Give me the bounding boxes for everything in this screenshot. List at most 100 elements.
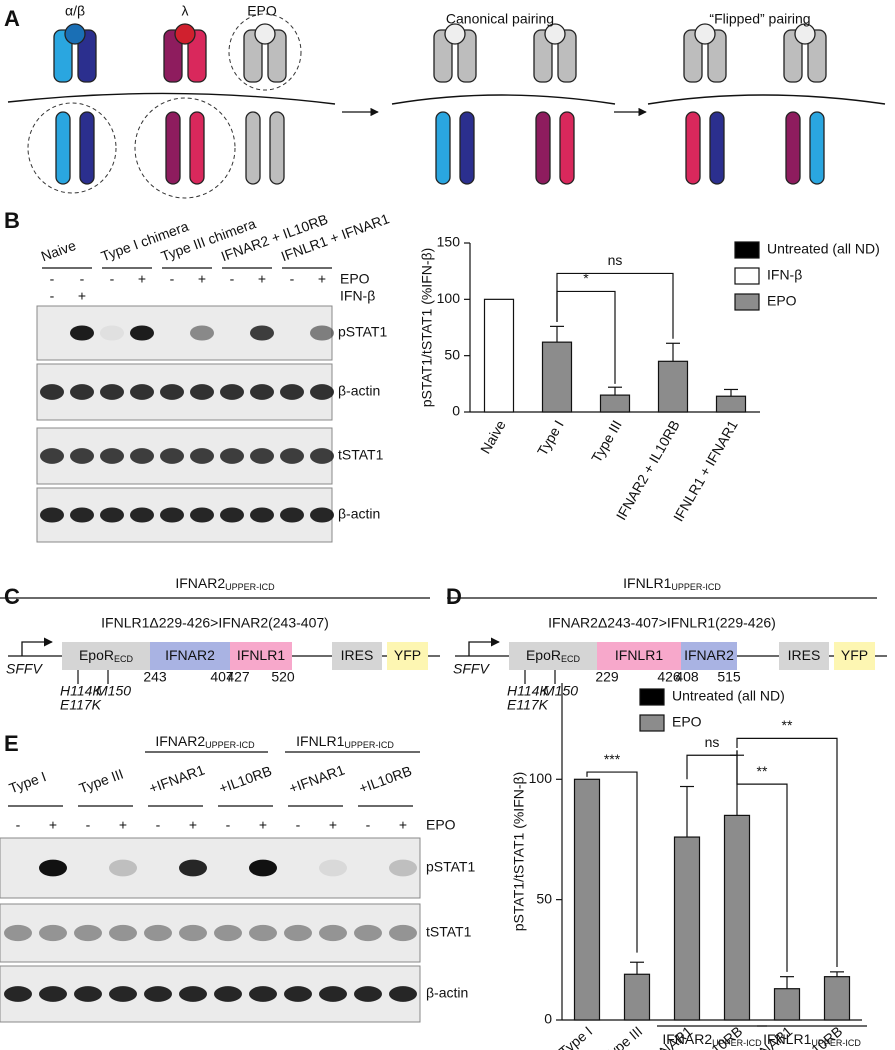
x-tick-label: IFNLR1 + IFNAR1	[670, 417, 741, 524]
treatment-mark: +	[399, 817, 407, 833]
receptor-domain	[435, 111, 451, 185]
promoter: SFFV	[6, 661, 43, 677]
promoter-arrow	[21, 637, 53, 656]
band	[130, 448, 154, 464]
significance-label: ns	[705, 734, 720, 750]
band	[310, 384, 334, 400]
x-tick-label: Type III	[588, 417, 625, 465]
receptor-domain	[55, 111, 71, 185]
receptor-domain	[243, 29, 263, 83]
band	[144, 986, 172, 1002]
band	[160, 448, 184, 464]
band	[70, 448, 94, 464]
domain-box	[150, 642, 230, 670]
band	[40, 448, 64, 464]
band	[190, 325, 214, 341]
significance-label: ***	[604, 751, 621, 767]
band	[109, 859, 137, 877]
bar	[723, 814, 751, 1021]
panel-label: C	[4, 584, 20, 609]
domain-label: IFNAR2	[165, 647, 215, 663]
receptor-domain	[433, 29, 453, 83]
bar	[823, 976, 851, 1021]
band	[74, 986, 102, 1002]
band	[214, 924, 242, 942]
band	[250, 448, 274, 464]
receptor-domain	[53, 29, 73, 83]
membrane	[391, 94, 616, 105]
domain-label: IRES	[788, 647, 821, 663]
treatment-mark: -	[80, 271, 85, 287]
y-tick-label: 0	[544, 1011, 552, 1027]
construct-name: IFNLR1Δ229-426>IFNAR2(243-407)	[101, 615, 329, 631]
receptor-domain	[707, 29, 727, 83]
membrane	[7, 92, 336, 105]
treatment-mark: +	[259, 817, 267, 833]
significance-label: ns	[608, 252, 623, 268]
highlight	[134, 97, 236, 199]
legend-label: IFN-β	[767, 267, 802, 283]
domain-label-main: EpoR	[526, 647, 561, 663]
ligand	[254, 23, 276, 45]
band	[190, 448, 214, 464]
treatment-label: EPO	[426, 817, 456, 833]
domain-label: YFP	[394, 647, 421, 663]
construct-title-sub: UPPER-ICD	[225, 582, 275, 592]
legend-label: Untreated (all ND)	[767, 241, 880, 257]
blot	[0, 903, 421, 963]
domain-label-main: YFP	[394, 647, 421, 663]
band	[74, 924, 102, 942]
domain-box	[230, 642, 292, 670]
group-header-sub: UPPER-ICD	[344, 740, 394, 750]
blot-label: tSTAT1	[426, 924, 472, 940]
domain-box	[834, 642, 875, 670]
construct-name: IFNAR2Δ243-407>IFNLR1(229-426)	[548, 615, 776, 631]
bar	[599, 394, 631, 413]
domain-box	[332, 642, 382, 670]
band	[310, 325, 334, 341]
group-header-main: IFNAR2	[155, 733, 205, 749]
treatment-label: IFN-β	[340, 288, 375, 304]
domain-label-main: IFNLR1	[615, 647, 663, 663]
legend-swatch	[734, 241, 760, 259]
category-group-sub: UPPER-ICD	[811, 1038, 861, 1048]
ligand-label: α/β	[65, 3, 85, 19]
band	[220, 384, 244, 400]
blot-label: tSTAT1	[338, 447, 384, 463]
domain-box	[62, 642, 150, 670]
band	[144, 924, 172, 942]
treatment-mark: +	[119, 817, 127, 833]
bar	[483, 298, 515, 413]
treatment-mark: +	[318, 271, 326, 287]
ligand	[174, 23, 196, 45]
ligand	[544, 23, 566, 45]
significance-bracket	[736, 750, 788, 972]
group-header-main: IFNLR1	[296, 733, 344, 749]
band	[389, 986, 417, 1002]
blot-label: β-actin	[338, 383, 380, 399]
panel-label: B	[4, 208, 20, 233]
residue-number: 520	[271, 669, 295, 685]
category-group-main: IFNAR2	[662, 1031, 712, 1047]
band	[319, 924, 347, 942]
receptor-domain	[685, 111, 701, 185]
bar	[573, 778, 601, 1021]
treatment-mark: -	[86, 817, 91, 833]
treatment-mark: +	[189, 817, 197, 833]
domain-label: EpoRECD	[526, 647, 581, 665]
group-header-sub: UPPER-ICD	[205, 740, 255, 750]
receptor-domain	[557, 29, 577, 83]
bar	[773, 988, 801, 1021]
residue-number: 426	[657, 669, 681, 685]
domain-label-sub: ECD	[114, 654, 134, 664]
panel-label: D	[446, 584, 462, 609]
lane-header: Naive	[39, 237, 78, 264]
receptor-domain	[189, 111, 205, 185]
significance-label: **	[757, 763, 768, 779]
y-tick-label: 100	[529, 770, 553, 786]
band	[70, 325, 94, 341]
highlight	[228, 13, 302, 91]
y-tick-label: 150	[437, 234, 461, 250]
domain-label-main: IRES	[341, 647, 374, 663]
domain-label: IRES	[341, 647, 374, 663]
